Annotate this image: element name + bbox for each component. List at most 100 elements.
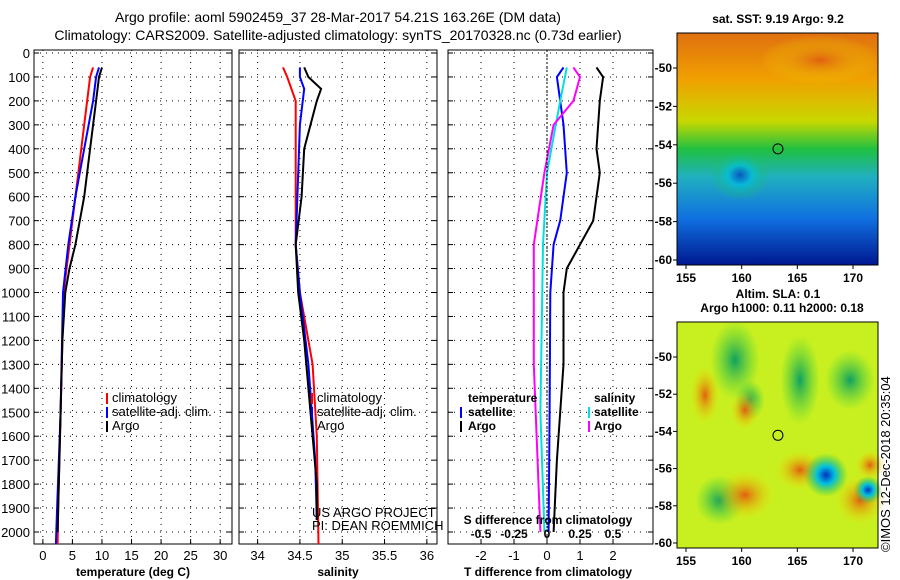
legend-swatch [311, 393, 313, 404]
depth-tick-label: 300 [8, 118, 30, 133]
legend-swatch [311, 407, 313, 418]
lon-tick-label: 160 [732, 554, 752, 568]
series-line-s-argo [532, 66, 582, 533]
title-line2: Climatology: CARS2009. Satellite-adjuste… [54, 27, 621, 43]
credit-text: ©IMOS 12-Dec-2018 20:35:04 [878, 376, 893, 552]
legend-label: satellite-adj. clim. [112, 404, 212, 419]
x-axis-label: T difference from climatology [464, 565, 632, 579]
sst-feature [760, 35, 880, 85]
depth-tick-label: 0 [23, 46, 30, 61]
lon-tick-label: 155 [676, 271, 696, 285]
depth-tick-label: 1000 [1, 286, 30, 301]
map-subtitle: Argo h1000: 0.11 h2000: 0.18 [700, 301, 864, 315]
legend-label: Argo [594, 419, 622, 433]
x-tick-label: 25 [183, 548, 197, 563]
x-tick-label: 2 [609, 548, 616, 563]
legend-label: Argo [112, 418, 139, 433]
title-line1: Argo profile: aoml 5902459_37 28-Mar-201… [115, 9, 561, 25]
series-line-t-argo [552, 66, 605, 533]
legend-title-salinity: salinity [594, 391, 636, 405]
depth-tick-label: 1900 [1, 501, 30, 516]
sla-feature [715, 470, 775, 520]
plot-frame [238, 49, 438, 545]
depth-tick-label: 1400 [1, 381, 30, 396]
x-tick-label: 10 [95, 548, 109, 563]
x-tick-label: 0 [543, 548, 550, 563]
series-line-t-satellite [547, 66, 568, 533]
sla-feature [690, 365, 720, 425]
profile-panel-1: 0 5 10 15 20 25 30 temperature (deg C) climatolo… [33, 49, 233, 579]
x-axis-label: temperature (deg C) [76, 565, 190, 579]
lat-tick-label: -52 [655, 99, 673, 113]
sla-feature [854, 476, 882, 504]
legend-swatch [588, 421, 590, 432]
annotation-text: PI: DEAN ROEMMICH [312, 518, 443, 533]
depth-tick-label: 900 [8, 262, 30, 277]
map-title: sat. SST: 9.19 Argo: 9.2 [712, 12, 844, 26]
x-tick-label: 34.5 [287, 548, 312, 563]
lat-tick-label: -60 [655, 253, 673, 267]
depth-tick-label: 600 [8, 190, 30, 205]
depth-tick-label: 1600 [1, 429, 30, 444]
depth-tick-label: 1700 [1, 453, 30, 468]
x2-tick-label: 0.5 [605, 527, 622, 541]
x-tick-label: 1 [576, 548, 583, 563]
profile-panel-2: 34 34.5 35 35.5 36 salinity climatologysatelli… [238, 49, 443, 579]
lat-tick-label: -60 [655, 536, 673, 550]
legend-label: Argo [468, 419, 496, 433]
depth-tick-label: 200 [8, 94, 30, 109]
depth-tick-label: 500 [8, 166, 30, 181]
depth-tick-label: 400 [8, 142, 30, 157]
depth-tick-label: 2000 [1, 525, 30, 540]
sla-feature [710, 320, 760, 400]
legend-swatch [460, 407, 462, 418]
x2-tick-label: 0.25 [568, 527, 592, 541]
depth-tick-label: 1100 [2, 309, 30, 324]
depth-tick-label: 100 [8, 70, 30, 85]
lon-tick-label: 165 [787, 554, 807, 568]
map-sla: 155 160 165 170 -50 -52 -54 -56 -58 -60 Altim. SLA… [655, 287, 885, 568]
legend-swatch [588, 407, 590, 418]
x2-tick-label: -0.5 [471, 527, 492, 541]
legend-swatch [106, 407, 108, 418]
plot-frame [33, 49, 233, 545]
map-title: Altim. SLA: 0.1 [736, 287, 821, 301]
sst-feature [710, 150, 770, 200]
depth-tick-label: 1800 [1, 477, 30, 492]
series-line-argo [56, 67, 103, 533]
depth-tick-label: 700 [8, 214, 30, 229]
sla-feature [780, 335, 820, 425]
legend-label: climatology [317, 390, 383, 405]
lon-tick-label: 170 [843, 554, 863, 568]
lat-tick-label: -56 [655, 176, 673, 190]
x-tick-label: 30 [213, 548, 227, 563]
lat-tick-label: -50 [655, 350, 673, 364]
lon-tick-label: 160 [732, 271, 752, 285]
x-tick-label: 5 [69, 548, 76, 563]
sla-feature [804, 453, 848, 497]
x-tick-label: -2 [475, 548, 487, 563]
lat-tick-label: -58 [655, 215, 673, 229]
series-line-s-satellite [539, 67, 568, 533]
x-tick-label: 34 [250, 548, 264, 563]
lat-tick-label: -54 [655, 138, 673, 152]
depth-tick-label: 800 [8, 238, 30, 253]
legend-swatch [106, 421, 108, 432]
map-frame [676, 32, 879, 266]
x-tick-label: 20 [154, 548, 168, 563]
depth-tick-label: 1200 [1, 333, 30, 348]
lat-tick-label: -56 [655, 462, 673, 476]
series-line-argo [294, 66, 323, 520]
lat-tick-label: -50 [655, 61, 673, 75]
x2-axis-label: S difference from climatology [464, 513, 633, 527]
x-tick-label: 36 [420, 548, 434, 563]
map-frame [676, 321, 879, 549]
legend-label: Argo [317, 418, 344, 433]
legend-label: satellite [594, 405, 639, 419]
legend-swatch [106, 393, 108, 404]
x-axis-label: salinity [317, 565, 359, 579]
lat-tick-label: -52 [655, 387, 673, 401]
depth-tick-label: 1500 [1, 405, 30, 420]
sla-feature [730, 390, 760, 430]
